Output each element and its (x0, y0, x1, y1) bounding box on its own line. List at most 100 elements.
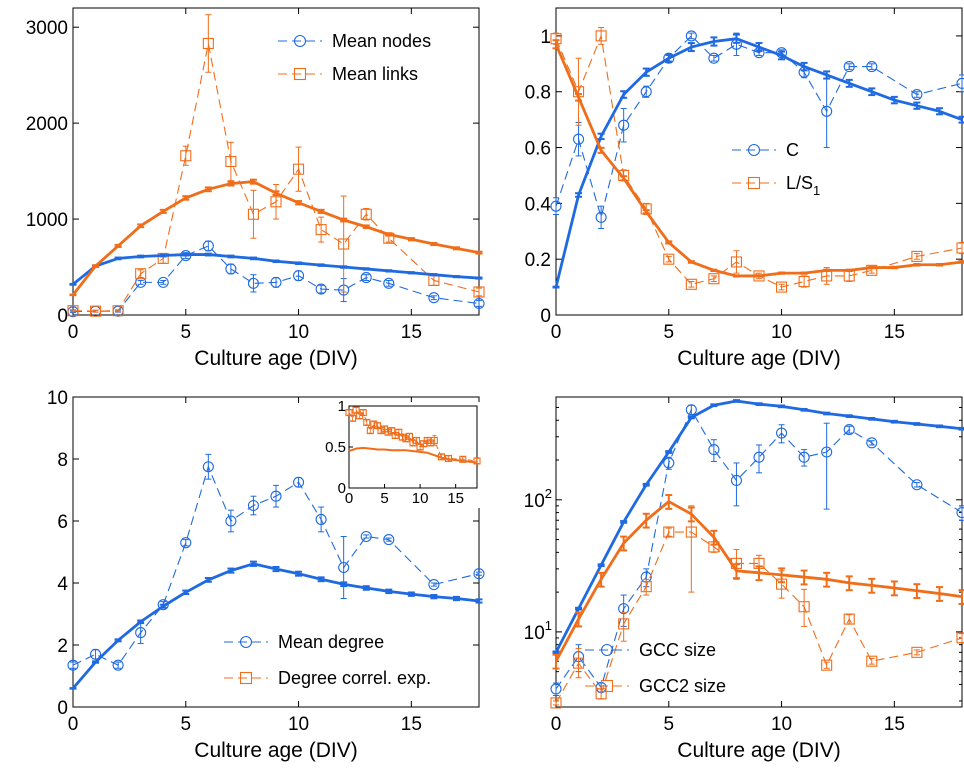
x-tick-label: 5 (180, 322, 191, 343)
series-1-point (157, 276, 169, 288)
legend-label-text: Mean nodes (332, 31, 431, 51)
y-tick-label: 8 (57, 450, 68, 471)
legend-marker (239, 635, 253, 649)
y-tick-label: 101 (524, 618, 552, 644)
series-1-point (956, 77, 964, 89)
inset-point (377, 427, 385, 435)
x-axis-label: Culture age (DIV) (677, 739, 840, 762)
series-2-point (776, 281, 788, 293)
y-tick-label: 4 (57, 574, 68, 595)
legend-label-text: L/S (786, 173, 813, 193)
legend-marker (600, 679, 614, 693)
series-2-point (293, 163, 305, 175)
y-tick-label: 102 (524, 486, 552, 512)
legend-label-text: GCC2 size (639, 676, 726, 696)
legend-label: GCC2 size (639, 676, 726, 696)
x-tick-label: 15 (401, 714, 422, 735)
y-tick-label: 2000 (26, 114, 68, 135)
inset-point (388, 427, 396, 435)
series-2-point (798, 275, 810, 288)
series-2-point (911, 250, 923, 262)
series-1-point (843, 61, 855, 73)
series-2-point (866, 264, 878, 276)
inset-point (459, 455, 467, 463)
legend-label: Mean links (332, 64, 418, 84)
series-1-point (866, 437, 878, 449)
series-1-point (550, 200, 562, 212)
series-4-fit-line (554, 43, 963, 278)
y-tick-label-exponent: 2 (545, 486, 552, 501)
series-2-point (112, 305, 124, 317)
x-tick-label: 0 (551, 714, 562, 735)
inset-point (366, 427, 374, 435)
y-tick-label: 6 (57, 512, 68, 533)
y-tick-label: 0 (57, 698, 68, 719)
series-1-point (315, 283, 327, 295)
series-2-point (640, 581, 652, 593)
series-1-point (550, 683, 562, 695)
series-2-point (821, 659, 833, 671)
series-1-point (428, 578, 440, 591)
x-tick-label: 5 (180, 714, 191, 735)
series-1-point (798, 451, 810, 463)
series-1-point (293, 476, 305, 488)
legend-entry: Mean links (278, 64, 418, 84)
inset-point (370, 420, 378, 428)
series-1-point (708, 444, 720, 456)
series-2-point (338, 238, 350, 250)
legend-marker (239, 671, 253, 685)
series-1-point (618, 119, 630, 131)
series-1-point (640, 86, 652, 98)
series-1-point (360, 272, 372, 284)
series-1-point (90, 648, 102, 660)
inset-x-tick-label: 0 (345, 490, 353, 507)
series-1-point (383, 534, 395, 546)
legend-label: C (786, 140, 799, 160)
inset-point (384, 428, 392, 436)
series-1-line (555, 35, 963, 220)
series-1-point (293, 270, 305, 282)
series-2-point (663, 253, 675, 265)
series-1-point (685, 30, 697, 42)
legend-label: Degree correl. exp. (278, 668, 431, 688)
series-1-point (428, 292, 440, 304)
x-tick-label: 5 (663, 322, 674, 343)
series-2-point (595, 30, 607, 42)
series-1-point (708, 52, 720, 64)
series-2-point (663, 526, 675, 538)
series-1-point (225, 515, 237, 527)
y-tick-label: 0 (540, 306, 551, 327)
series-2-point (618, 618, 630, 630)
inset-y-tick-label: 0.5 (325, 439, 346, 456)
series-2-point (708, 273, 720, 285)
legend-marker (747, 143, 761, 157)
series-1-point (730, 474, 742, 487)
legend-entry: GCC2 size (585, 676, 726, 696)
series-2-point (798, 601, 810, 613)
series-1-line (72, 245, 480, 313)
series-3-fit-line (554, 399, 963, 653)
series-4-fit-line (554, 500, 963, 662)
panel-1: 0 5 10 15 0 1000 2000 3000 Culture age (DIV) Mean… (26, 7, 485, 370)
series-2-point (360, 208, 372, 220)
legend-entry: Degree correl. exp. (224, 668, 431, 688)
series-1-point (821, 446, 833, 458)
series-2-point (473, 286, 485, 298)
x-tick-label: 0 (68, 322, 79, 343)
y-tick-label: 3000 (26, 18, 68, 39)
series-1-point (338, 561, 350, 574)
series-2-point (956, 242, 964, 254)
x-tick-label: 10 (771, 322, 792, 343)
series-1-point (821, 105, 833, 117)
x-tick-label: 10 (288, 322, 309, 343)
series-group (67, 453, 485, 690)
x-axis-label: Culture age (DIV) (677, 347, 840, 370)
series-1-point (383, 277, 395, 289)
x-tick-label: 15 (401, 322, 422, 343)
y-tick-label: 0.2 (525, 250, 551, 271)
series-1-point (247, 277, 259, 289)
series-1-point (473, 297, 485, 310)
series-2-point (843, 613, 855, 625)
